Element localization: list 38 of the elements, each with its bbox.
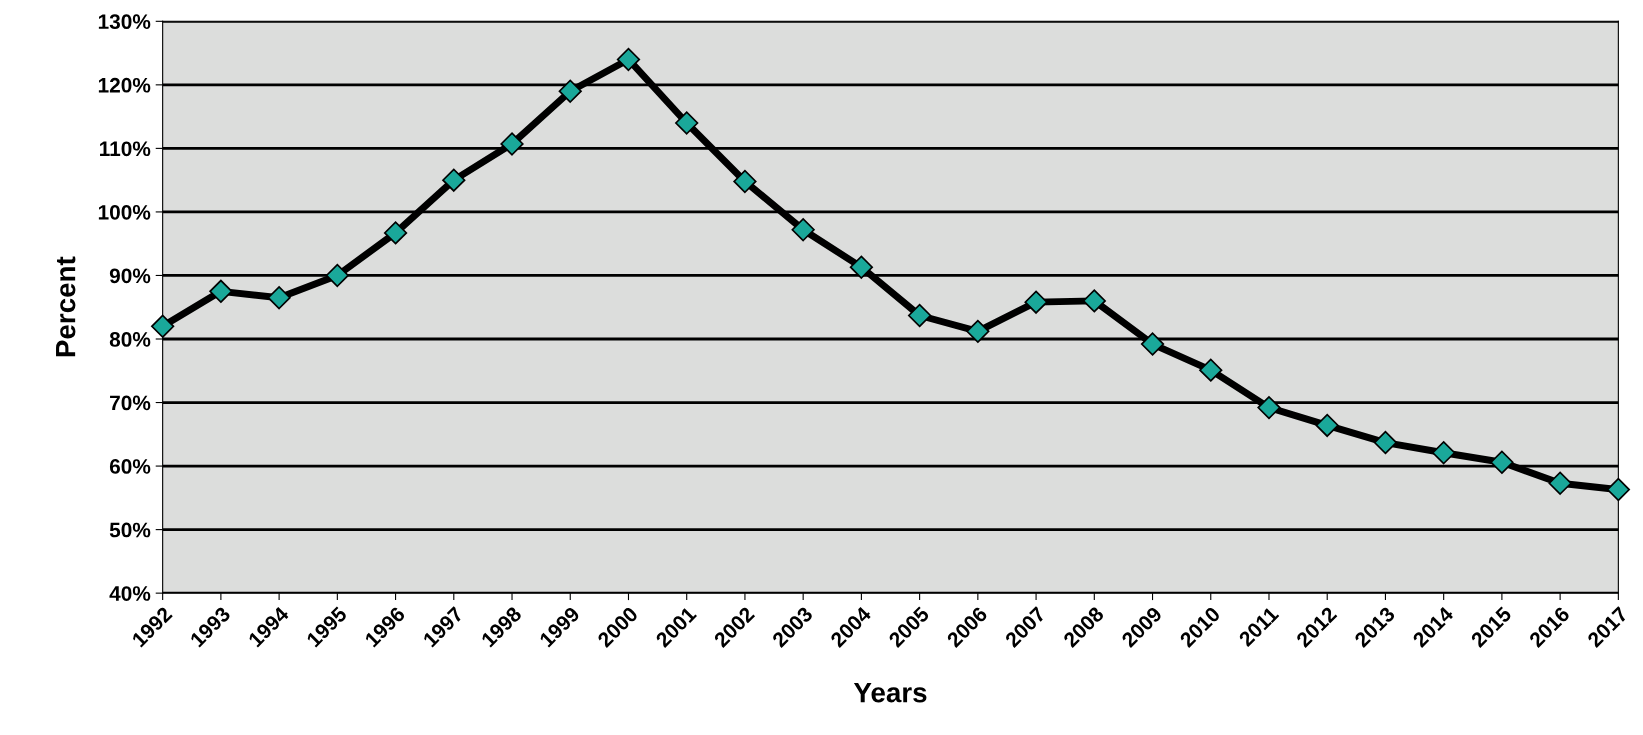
- y-tick-label: 110%: [100, 141, 151, 157]
- point: [383, 221, 408, 245]
- point: [675, 111, 699, 135]
- point: [616, 47, 641, 72]
- point: [209, 279, 233, 303]
- y-tick-label: 70%: [110, 395, 151, 411]
- point: [1082, 289, 1106, 313]
- point: [267, 286, 291, 310]
- point: [791, 218, 815, 242]
- x-axis-title: Years: [853, 683, 927, 703]
- y-tick-label: 100%: [98, 204, 151, 220]
- point: [1140, 332, 1165, 356]
- point: [1315, 413, 1339, 438]
- point: [907, 303, 932, 328]
- point: [1490, 450, 1514, 474]
- point: [733, 169, 757, 194]
- point: [1257, 395, 1281, 420]
- point: [325, 263, 349, 288]
- point: [1199, 358, 1223, 382]
- y-tick-label: 120%: [98, 77, 151, 93]
- y-tick-label: 80%: [109, 332, 151, 347]
- point: [849, 255, 874, 279]
- point: [1606, 477, 1630, 502]
- point: [442, 168, 466, 192]
- y-tick-label: 50%: [109, 522, 151, 538]
- point: [1373, 430, 1398, 455]
- point: [558, 79, 582, 103]
- point: [151, 314, 175, 338]
- y-axis-title: Percent: [56, 256, 76, 357]
- point: [500, 132, 524, 156]
- point: [1548, 471, 1572, 495]
- point: [1432, 441, 1456, 465]
- y-tick-label: 130%: [98, 14, 151, 30]
- point: [966, 319, 990, 344]
- point: [1024, 290, 1048, 314]
- y-tick-label: 90%: [109, 268, 151, 284]
- y-tick-label: 60%: [109, 459, 151, 474]
- y-tick-label: 40%: [109, 586, 151, 601]
